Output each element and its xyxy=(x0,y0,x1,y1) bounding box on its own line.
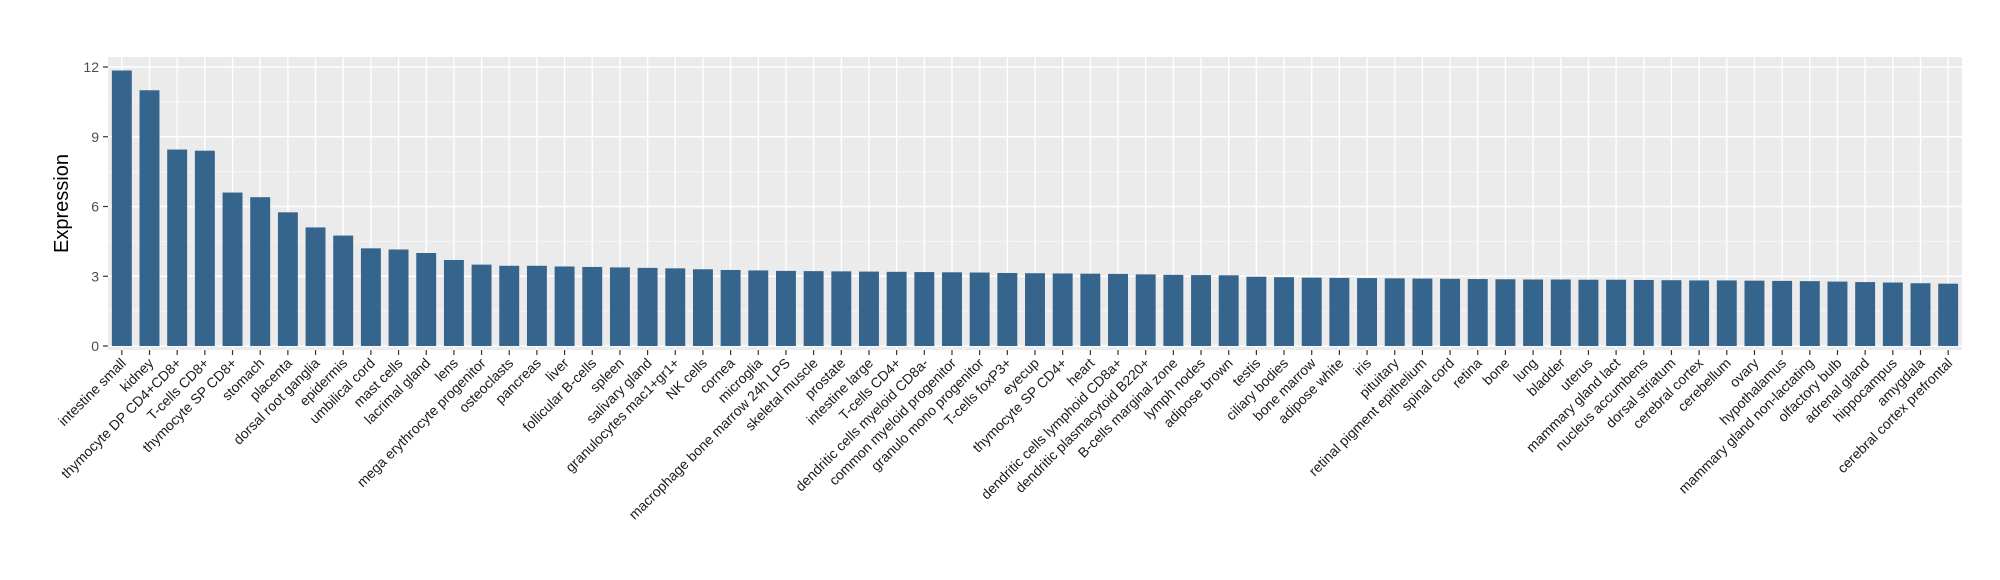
bar xyxy=(471,264,492,346)
bar xyxy=(1440,278,1461,346)
bar xyxy=(748,270,769,346)
bar xyxy=(1910,283,1931,346)
bar xyxy=(803,271,824,346)
bar xyxy=(942,272,962,346)
bar xyxy=(775,270,796,346)
y-axis-title: Expression xyxy=(51,154,73,253)
bar xyxy=(305,227,326,346)
bar xyxy=(1606,279,1627,346)
bar xyxy=(1025,273,1045,346)
y-tick-label: 12 xyxy=(83,59,99,75)
bar xyxy=(194,150,215,346)
bar xyxy=(1495,279,1516,346)
bar xyxy=(665,268,686,346)
bar xyxy=(831,271,852,346)
bar xyxy=(914,272,935,346)
bar xyxy=(1523,279,1544,346)
bar xyxy=(1467,279,1488,346)
bar xyxy=(1661,280,1682,346)
bar xyxy=(1108,273,1128,346)
bar xyxy=(582,266,603,346)
x-category-label: bone xyxy=(1479,355,1512,388)
bar xyxy=(1633,279,1654,346)
y-axis: 0 3 6 9 12 xyxy=(83,59,108,354)
bar xyxy=(859,271,879,346)
bar xyxy=(692,269,713,346)
bar xyxy=(111,70,132,347)
bar xyxy=(554,266,575,346)
bar xyxy=(526,265,547,346)
bar xyxy=(1716,280,1737,346)
bar xyxy=(997,272,1018,346)
bar xyxy=(222,192,243,346)
bar xyxy=(277,212,298,346)
bar xyxy=(250,197,271,346)
bar xyxy=(416,253,437,346)
bar xyxy=(1550,279,1571,346)
bar xyxy=(1329,277,1350,346)
bar xyxy=(1412,278,1433,346)
bar xyxy=(1938,283,1959,346)
bar xyxy=(139,90,160,346)
x-category-label: retina xyxy=(1449,355,1485,391)
bar xyxy=(1855,282,1876,346)
bar xyxy=(1191,275,1211,346)
bar xyxy=(1052,273,1073,346)
bar xyxy=(1689,280,1710,346)
bar xyxy=(1827,281,1848,346)
bar xyxy=(1135,274,1156,346)
y-tick-label: 0 xyxy=(91,338,99,354)
bar xyxy=(1163,274,1184,346)
bar xyxy=(1301,277,1322,346)
bars-group xyxy=(111,70,1959,347)
bar xyxy=(1080,273,1101,346)
bar xyxy=(609,267,630,346)
bar xyxy=(720,269,741,346)
bar xyxy=(333,235,354,346)
bar xyxy=(499,265,520,346)
bar xyxy=(443,259,464,346)
bar xyxy=(167,149,188,346)
y-tick-label: 9 xyxy=(91,129,99,145)
y-tick-label: 3 xyxy=(91,268,99,284)
bar xyxy=(1246,276,1267,346)
bar xyxy=(1384,278,1405,346)
bar xyxy=(360,248,381,346)
bar xyxy=(886,271,907,346)
bar xyxy=(388,249,409,346)
bar xyxy=(1772,280,1793,346)
y-tick-label: 6 xyxy=(91,199,99,215)
bar xyxy=(1218,275,1239,346)
bar xyxy=(637,267,658,346)
bar xyxy=(1799,281,1820,346)
bar xyxy=(1357,278,1378,346)
bar xyxy=(1882,282,1903,346)
bar xyxy=(1274,277,1295,346)
bar xyxy=(1578,279,1599,346)
bar xyxy=(1744,280,1765,346)
bar xyxy=(969,272,990,346)
